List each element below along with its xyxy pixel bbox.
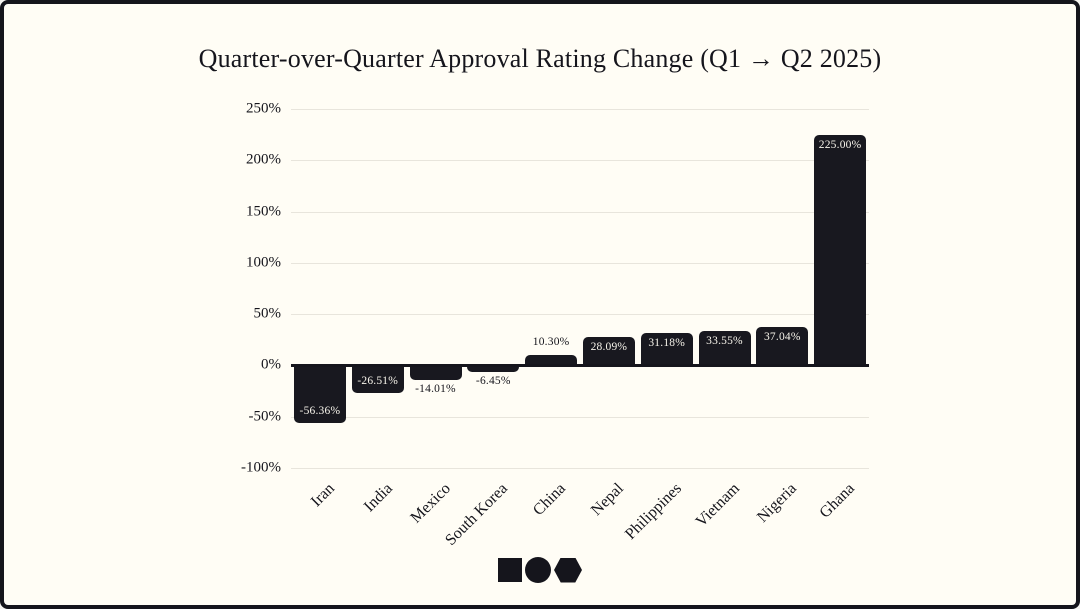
bar-value-label: 37.04% [763,331,801,344]
bar-iran [293,365,346,424]
bar-value-label: -56.36% [299,405,341,418]
bar-ghana [814,134,867,366]
chart-title: Quarter-over-Quarter Approval Rating Cha… [198,44,882,73]
bar-value-label: 10.30% [532,335,570,348]
y-tick-label: 200% [246,151,281,168]
bar-philippines [640,333,693,366]
y-tick-label: 150% [246,203,281,220]
bar-value-label: -14.01% [415,382,456,395]
bar-value-label: 225.00% [818,138,862,151]
gridline [291,160,869,162]
x-axis-baseline [291,364,869,367]
y-tick-label: 50% [253,305,282,322]
gridline [291,468,869,469]
bar-china [525,354,578,366]
gridline [291,262,869,264]
bar-nigeria [756,327,809,366]
y-tick-label: -50% [248,408,282,425]
y-tick-label: 0% [261,356,281,373]
plot-area: 250% 200% 150% 100% 50% 0% -50% -100% -56.36% -2… [4,4,1076,605]
logo-circle-icon [525,557,551,583]
bar-value-label: 31.18% [648,337,686,350]
logo-hexagon-icon [554,557,582,583]
bar-nepal [582,336,635,366]
y-tick-label: 100% [246,254,281,271]
bar-value-label: -6.45% [475,375,511,388]
brand-logo [4,557,1076,583]
bar-value-label: 33.55% [706,335,743,348]
gridline [291,314,869,316]
gridline [291,416,869,418]
gridline [291,109,869,110]
logo-square-icon [498,558,522,582]
bar-mexico [409,365,462,380]
bar-india [351,365,404,393]
gridline [291,211,869,213]
bar-value-label: 28.09% [590,340,628,353]
bar-value-label: -26.51% [357,374,399,387]
bar-vietnam [698,331,751,366]
bar-south-korea [467,365,520,373]
y-tick-label: -100% [241,459,281,476]
y-tick-label: 250% [246,100,281,117]
